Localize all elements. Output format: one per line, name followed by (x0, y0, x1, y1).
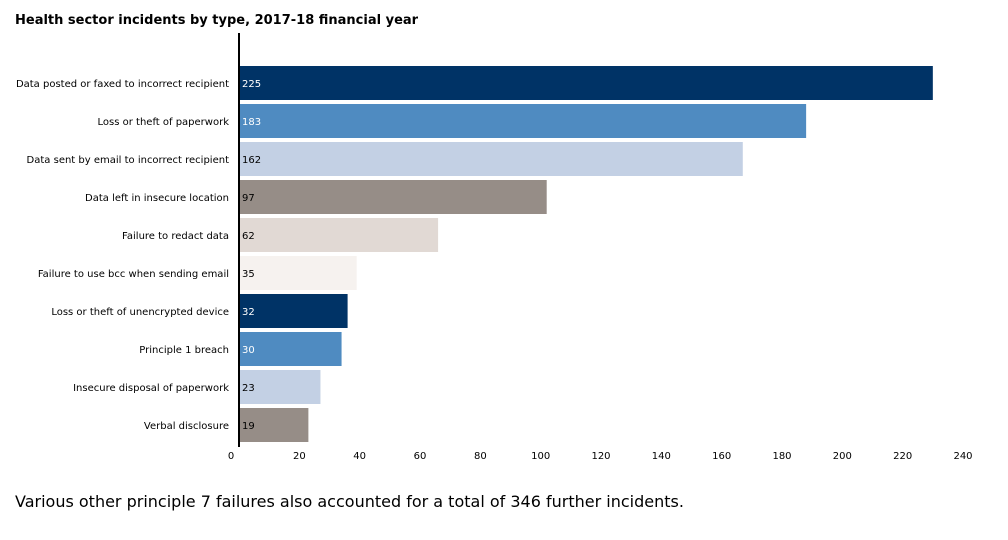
category-label: Data posted or faxed to incorrect recipi… (16, 79, 229, 90)
bar (239, 104, 807, 138)
x-tick-label: 0 (228, 451, 234, 462)
bar (239, 256, 357, 290)
x-tick-label: 220 (893, 451, 912, 462)
value-label: 97 (242, 193, 255, 204)
value-label: 32 (242, 307, 255, 318)
x-tick-label: 160 (712, 451, 731, 462)
bar (239, 370, 321, 404)
bar (239, 332, 342, 366)
category-label: Verbal disclosure (144, 421, 229, 432)
value-label: 23 (242, 383, 255, 394)
bars-group (239, 66, 933, 442)
x-tick-label: 80 (474, 451, 487, 462)
category-label: Principle 1 breach (139, 345, 229, 356)
category-label: Failure to redact data (122, 231, 229, 242)
x-tick-label: 20 (293, 451, 306, 462)
value-label: 162 (242, 155, 261, 166)
x-tick-label: 100 (531, 451, 550, 462)
value-label: 62 (242, 231, 255, 242)
category-label: Loss or theft of paperwork (98, 117, 230, 128)
category-label: Data sent by email to incorrect recipien… (27, 155, 230, 166)
value-label: 183 (242, 117, 261, 128)
bar (239, 180, 547, 214)
x-tick-label: 120 (591, 451, 610, 462)
x-tick-label: 180 (772, 451, 791, 462)
bar (239, 142, 743, 176)
category-label: Data left in insecure location (85, 193, 229, 204)
x-tick-label: 240 (953, 451, 972, 462)
x-tick-label: 140 (652, 451, 671, 462)
x-tick-label: 60 (414, 451, 427, 462)
value-labels: 225 183 162 97 62 35 32 30 23 19 (242, 79, 261, 432)
bar-chart: Data posted or faxed to incorrect recipi… (16, 33, 973, 462)
bar (239, 294, 348, 328)
value-label: 19 (242, 421, 255, 432)
category-label: Insecure disposal of paperwork (73, 383, 229, 394)
footnote: Various other principle 7 failures also … (15, 492, 684, 511)
x-tick-label: 200 (833, 451, 852, 462)
bar (239, 66, 933, 100)
bar (239, 408, 309, 442)
category-labels: Data posted or faxed to incorrect recipi… (16, 79, 229, 432)
x-axis-ticks: 0 20 40 60 80 100 120 140 160 180 200 220 240 (228, 451, 973, 462)
x-tick-label: 40 (353, 451, 366, 462)
value-label: 35 (242, 269, 255, 280)
category-label: Failure to use bcc when sending email (38, 269, 229, 280)
value-label: 225 (242, 79, 261, 90)
chart-title: Health sector incidents by type, 2017-18… (15, 13, 419, 28)
value-label: 30 (242, 345, 255, 356)
bar (239, 218, 439, 252)
category-label: Loss or theft of unencrypted device (51, 307, 229, 318)
